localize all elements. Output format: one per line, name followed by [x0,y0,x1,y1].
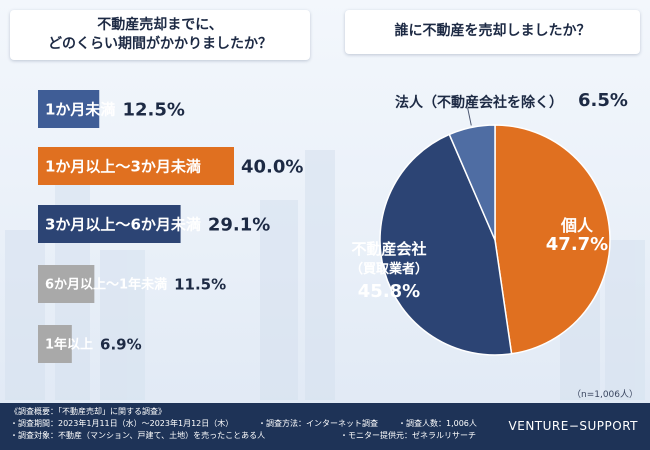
bar-0 [38,90,100,128]
survey-method: ・調査方法：インターネット調査 [258,419,378,428]
bar-category-label: 3か月以上～6か月未満 [45,215,201,233]
duration-bar-chart: 1か月未満 12.5% 1か月以上～3か月未満 40.0% 3か月以上～6か月未満 29.… [38,90,303,363]
bar-category-label: 6か月以上～1年未満 [45,277,167,293]
survey-count: ・調査人数：1,006人 [398,419,477,428]
question-right-box: 誰に不動産を売却しましたか？ [345,10,640,54]
bar-1 [38,147,234,185]
pie-label-name: （買取業者） [349,262,429,277]
bar-value-label: 6.9% [100,335,142,353]
bar-category-label: 1か月未満 [45,100,115,118]
bar-category-label: 1か月以上～3か月未満 [45,157,201,175]
buyer-pie-chart [379,107,611,356]
bar-4 [38,325,72,363]
pie-label-name: 個人 [560,216,594,235]
brand-logo: VENTURE−SUPPORT [508,419,638,433]
pie-label-value: 6.5% [578,90,628,111]
pie-slice-1 [379,133,513,356]
pie-slice-2 [448,124,496,241]
bar-2 [38,205,181,243]
pie-leader-line [467,107,472,126]
question-left-line1: 不動産売却までに、 [97,17,223,33]
bar-value-label: 12.5% [122,99,184,120]
bar-value-label: 40.0% [241,156,303,177]
bar-category-label: 1年以上 [45,337,93,353]
bar-3 [38,265,95,303]
sample-size-note: （n=1,006人） [571,390,638,400]
survey-target: ・調査対象：不動産（マンション、戸建て、土地）を売ったことある人 [10,431,266,440]
survey-overview: 《調査概要：「不動産売却」に関する調査》 [10,407,166,416]
pie-slice-0 [494,124,611,355]
bar-value-label: 11.5% [174,275,226,293]
question-left-line2: どのくらい期間がかかりましたか？ [48,36,272,52]
survey-period: ・調査期間：2023年1月11日（水）～2023年1月12日（木） [10,419,234,428]
survey-footer: 《調査概要：「不動産売却」に関する調査》 ・調査期間：2023年1月11日（水）… [0,403,650,450]
pie-label-value: 47.7% [545,234,609,255]
bar-value-label: 29.1% [208,214,270,235]
pie-label-name: 不動産会社 [351,240,427,258]
pie-label-name: 法人（不動産会社を除く） [395,95,563,111]
question-right-text: 誰に不動産を売却しましたか？ [394,23,591,39]
survey-provider: ・モニター提供元：ゼネラルリサーチ [340,431,476,440]
question-left-box: 不動産売却までに、 どのくらい期間がかかりましたか？ [10,10,310,60]
pie-label-value: 45.8% [357,281,421,302]
